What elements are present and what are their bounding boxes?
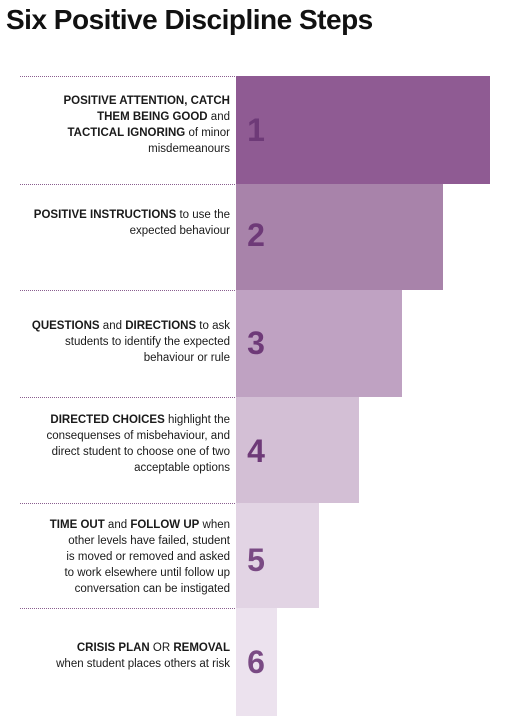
step-text: to work elsewhere until follow up <box>64 567 230 579</box>
step-text: of minor <box>185 127 230 139</box>
step-keyword: TACTICAL IGNORING <box>67 127 186 139</box>
step-bar <box>236 503 319 608</box>
step-text: students to identify the expected <box>65 336 230 348</box>
step-bar <box>236 397 359 503</box>
step-keyword: REMOVAL <box>173 642 230 654</box>
step-6: 6 CRISIS PLAN OR REMOVAL when student plac… <box>0 608 506 716</box>
step-text: when <box>199 519 231 531</box>
step-description: POSITIVE INSTRUCTIONS to use the expected… <box>10 207 230 239</box>
step-4: 4 DIRECTED CHOICES highlight the consequen… <box>0 397 506 503</box>
step-text: highlight the <box>164 414 230 426</box>
step-text: direct student to choose one of two <box>51 446 230 458</box>
step-3: 3 QUESTIONS and DIRECTIONS to ask students… <box>0 290 506 397</box>
step-2: 2 POSITIVE INSTRUCTIONS to use the expecte… <box>0 184 506 290</box>
step-number: 5 <box>247 542 265 578</box>
step-text: consequenses of misbehaviour, and <box>46 430 230 442</box>
step-text: conversation can be instigated <box>74 583 230 595</box>
step-divider <box>20 503 235 504</box>
step-keyword: QUESTIONS <box>31 320 100 332</box>
step-text: acceptable options <box>134 462 230 474</box>
step-keyword: CRISIS PLAN <box>76 642 150 654</box>
step-text: expected behaviour <box>129 225 230 237</box>
step-divider <box>20 76 235 77</box>
step-bar <box>236 608 277 716</box>
step-number: 1 <box>247 112 265 148</box>
step-keyword: DIRECTED CHOICES <box>50 414 165 426</box>
step-5: 5 TIME OUT and FOLLOW UP when other levels… <box>0 503 506 608</box>
step-keyword: POSITIVE ATTENTION, CATCH <box>63 95 230 107</box>
step-number: 2 <box>247 217 265 253</box>
step-number: 4 <box>247 433 265 469</box>
step-text: to ask <box>196 320 230 332</box>
step-bar <box>236 290 402 397</box>
step-text: OR <box>149 642 174 654</box>
step-bar <box>236 76 490 184</box>
step-keyword: TIME OUT <box>49 519 105 531</box>
step-number: 3 <box>247 325 265 361</box>
step-description: CRISIS PLAN OR REMOVAL when student place… <box>10 640 230 672</box>
step-text: other levels have failed, student <box>68 535 230 547</box>
step-keyword: THEM BEING GOOD <box>97 111 208 123</box>
step-keyword: DIRECTIONS <box>125 320 197 332</box>
step-description: TIME OUT and FOLLOW UP when other levels … <box>10 517 230 597</box>
step-text: and <box>104 519 131 531</box>
page-title: Six Positive Discipline Steps <box>6 4 373 35</box>
step-text: behaviour or rule <box>143 352 230 364</box>
step-keyword: FOLLOW UP <box>130 519 200 531</box>
step-bar <box>236 184 443 290</box>
step-description: POSITIVE ATTENTION, CATCH THEM BEING GOOD… <box>10 93 230 157</box>
step-text: and <box>99 320 126 332</box>
step-text: and <box>207 111 230 123</box>
step-description: QUESTIONS and DIRECTIONS to ask students … <box>10 318 230 366</box>
step-divider <box>20 184 235 185</box>
step-text: when student places others at risk <box>56 658 230 670</box>
step-divider <box>20 608 235 609</box>
step-1: 1 POSITIVE ATTENTION, CATCH THEM BEING GOO… <box>0 76 506 184</box>
step-divider <box>20 290 235 291</box>
step-number: 6 <box>247 644 265 680</box>
step-divider <box>20 397 235 398</box>
step-text: is moved or removed and asked <box>66 551 230 563</box>
step-keyword: POSITIVE INSTRUCTIONS <box>33 209 177 221</box>
step-text: misdemeanours <box>148 143 230 155</box>
step-text: to use the <box>176 209 230 221</box>
step-description: DIRECTED CHOICES highlight the consequens… <box>10 412 230 476</box>
